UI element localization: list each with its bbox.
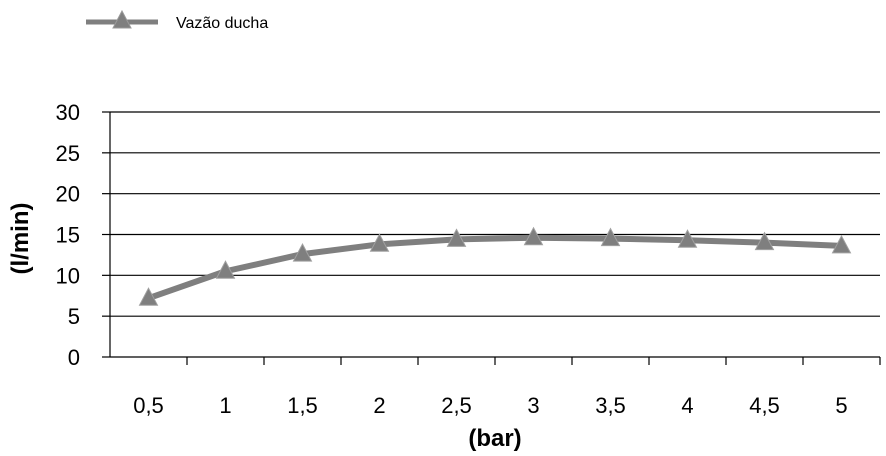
legend-label: Vazão ducha <box>176 15 268 32</box>
data-point <box>600 227 621 247</box>
legend-marker <box>112 9 132 29</box>
y-tick-label: 25 <box>56 141 80 166</box>
legend: Vazão ducha <box>86 9 268 32</box>
x-tick-label: 5 <box>835 393 847 418</box>
x-tick-label: 2 <box>373 393 385 418</box>
data-point <box>446 228 467 247</box>
data-point <box>831 234 852 254</box>
y-axis-title: (l/min) <box>7 203 34 275</box>
x-tick-label: 1,5 <box>287 393 318 418</box>
y-tick-label: 20 <box>56 182 80 207</box>
y-tick-label: 0 <box>68 345 80 370</box>
x-tick-label: 3,5 <box>595 393 626 418</box>
y-tick-label: 10 <box>56 263 80 288</box>
data-point <box>138 287 159 306</box>
data-point <box>677 229 698 248</box>
series <box>138 226 852 306</box>
y-tick-label: 30 <box>56 100 80 125</box>
x-tick-label: 4,5 <box>749 393 780 418</box>
data-point <box>369 233 390 252</box>
y-tick-label: 15 <box>56 223 80 248</box>
x-tick-label: 0,5 <box>133 393 164 418</box>
data-point <box>754 231 775 251</box>
grid <box>110 111 880 317</box>
x-tick-label: 4 <box>681 393 693 418</box>
x-tick-label: 3 <box>527 393 539 418</box>
series-line <box>147 234 842 302</box>
y-ticks: 0 5 10 15 20 25 30 <box>56 100 110 370</box>
data-point <box>292 243 313 262</box>
data-point <box>523 226 544 246</box>
x-tick-label: 2,5 <box>441 393 472 418</box>
y-tick-label: 5 <box>68 304 80 329</box>
x-axis-title: (bar) <box>468 425 521 452</box>
x-tick-label: 1 <box>219 393 231 418</box>
data-point <box>215 260 236 279</box>
x-ticks: 0,5 1 1,5 2 2,5 3 3,5 4 4,5 5 <box>133 357 881 418</box>
